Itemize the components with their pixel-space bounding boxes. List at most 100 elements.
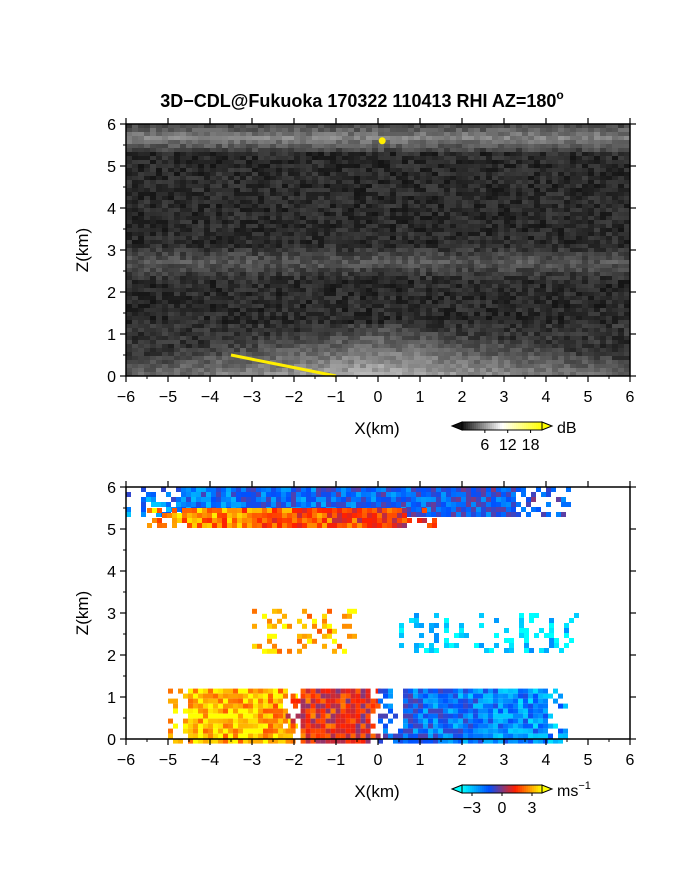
intensity-cell [456,308,462,312]
intensity-cell [336,148,342,152]
intensity-cell [312,320,318,324]
intensity-cell [528,208,534,212]
intensity-cell [270,180,276,184]
intensity-cell [516,244,522,248]
intensity-cell [498,128,504,132]
intensity-cell [516,328,522,332]
intensity-cell [216,296,222,300]
intensity-cell [192,288,198,292]
intensity-cell [324,280,330,284]
intensity-cell [408,340,414,344]
intensity-cell [438,140,444,144]
intensity-cell [540,316,546,320]
intensity-cell [276,264,282,268]
intensity-cell [468,252,474,256]
intensity-cell [438,320,444,324]
intensity-cell [132,296,138,300]
intensity-cell [276,164,282,168]
intensity-cell [132,292,138,296]
intensity-cell [420,168,426,172]
intensity-cell [210,168,216,172]
intensity-cell [486,312,492,316]
intensity-cell [474,268,480,272]
intensity-cell [186,236,192,240]
intensity-cell [198,308,204,312]
intensity-cell [246,300,252,304]
intensity-cell [588,248,594,252]
intensity-cell [180,264,186,268]
intensity-cell [444,332,450,336]
intensity-cell [132,268,138,272]
intensity-cell [318,188,324,192]
intensity-cell [318,232,324,236]
intensity-cell [510,172,516,176]
intensity-cell [306,280,312,284]
intensity-cell [510,132,516,136]
intensity-cell [516,188,522,192]
intensity-cell [552,252,558,256]
intensity-cell [516,288,522,292]
intensity-cell [390,296,396,300]
intensity-cell [474,296,480,300]
intensity-cell [384,208,390,212]
intensity-cell [312,316,318,320]
intensity-cell [180,324,186,328]
intensity-cell [384,344,390,348]
intensity-cell [474,348,480,352]
intensity-cell [408,156,414,160]
intensity-cell [210,288,216,292]
intensity-cell [570,180,576,184]
intensity-cell [360,268,366,272]
intensity-cell [198,236,204,240]
intensity-cell [150,340,156,344]
intensity-cell [612,184,618,188]
intensity-cell [456,192,462,196]
intensity-cell [528,184,534,188]
intensity-cell [474,200,480,204]
intensity-cell [318,236,324,240]
intensity-cell [282,348,288,352]
intensity-cell [222,144,228,148]
intensity-cell [168,156,174,160]
intensity-cell [186,304,192,308]
intensity-cell [360,164,366,168]
intensity-cell [540,200,546,204]
intensity-cell [354,352,360,356]
intensity-cell [288,236,294,240]
intensity-cell [360,244,366,248]
intensity-cell [318,216,324,220]
intensity-cell [408,124,414,128]
intensity-cell [420,196,426,200]
intensity-cell [612,132,618,136]
intensity-cell [456,172,462,176]
intensity-cell [156,328,162,332]
intensity-cell [180,328,186,332]
intensity-cell [234,204,240,208]
intensity-cell [600,204,606,208]
intensity-cell [390,248,396,252]
intensity-cell [510,300,516,304]
intensity-cell [336,292,342,296]
intensity-cell [138,244,144,248]
intensity-cell [522,192,528,196]
intensity-cell [432,304,438,308]
intensity-cell [276,216,282,220]
intensity-cell [174,252,180,256]
intensity-cell [330,140,336,144]
intensity-cell [438,300,444,304]
intensity-cell [144,124,150,128]
intensity-cell [474,220,480,224]
intensity-cell [318,136,324,140]
intensity-cell [288,164,294,168]
intensity-cell [462,292,468,296]
intensity-cell [264,348,270,352]
intensity-cell [222,132,228,136]
intensity-cell [276,300,282,304]
intensity-cell [252,148,258,152]
intensity-cell [162,156,168,160]
intensity-cell [390,256,396,260]
intensity-cell [582,140,588,144]
intensity-cell [330,352,336,356]
intensity-cell [414,188,420,192]
intensity-cell [540,228,546,232]
